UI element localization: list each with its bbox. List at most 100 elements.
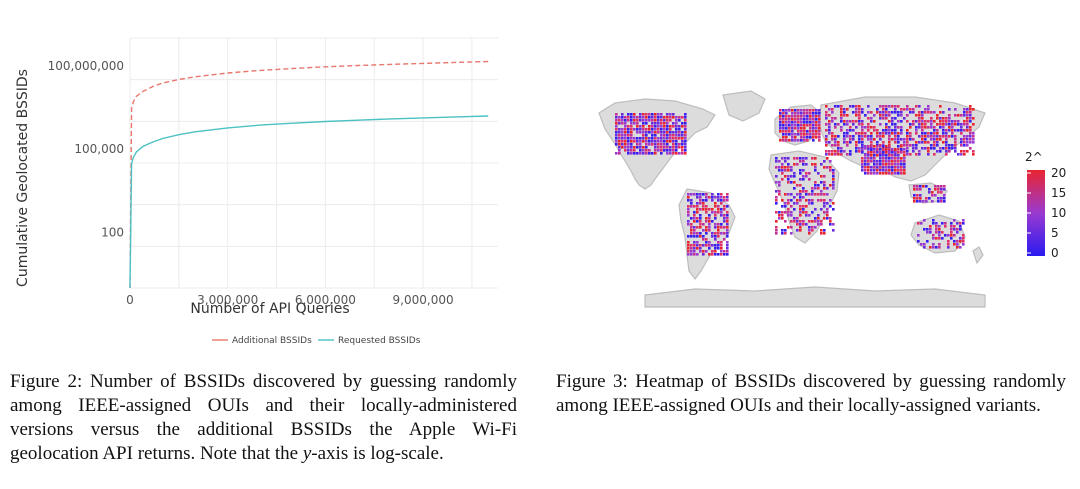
heat-cell — [654, 113, 657, 116]
heat-cell — [938, 225, 941, 228]
heat-cell — [678, 143, 681, 146]
heat-cell — [815, 127, 818, 130]
heat-cell — [826, 208, 829, 211]
heat-cell — [642, 137, 645, 140]
heat-cell — [660, 140, 663, 143]
heat-cell — [621, 122, 624, 125]
heat-cell — [966, 141, 969, 144]
heat-cell — [879, 138, 882, 141]
heat-cell — [870, 138, 873, 141]
heat-cell — [636, 137, 639, 140]
heat-cell — [900, 138, 903, 141]
heat-cell — [660, 149, 663, 152]
heat-cell — [669, 128, 672, 131]
heat-cell — [621, 116, 624, 119]
heat-cell — [687, 205, 690, 208]
heat-cell — [799, 160, 802, 163]
heat-cell — [799, 196, 802, 199]
heat-cell — [678, 152, 681, 155]
heat-cell — [690, 232, 693, 235]
heat-cell — [775, 232, 778, 235]
heat-cell — [708, 220, 711, 223]
heat-cell — [828, 126, 831, 129]
heat-cell — [888, 132, 891, 135]
heat-cell — [858, 117, 861, 120]
heat-cell — [639, 119, 642, 122]
heat-cell — [809, 121, 812, 124]
heat-cell — [963, 150, 966, 153]
heat-cell — [909, 138, 912, 141]
heat-cell — [900, 132, 903, 135]
heat-cell — [828, 129, 831, 132]
heat-cell — [615, 152, 618, 155]
heat-cell — [921, 138, 924, 141]
heat-cell — [962, 222, 965, 225]
heat-cell — [657, 146, 660, 149]
heat-cell — [858, 111, 861, 114]
heat-cell — [829, 220, 832, 223]
heat-cell — [921, 111, 924, 114]
heat-cell — [808, 172, 811, 175]
heat-cell — [684, 140, 687, 143]
heat-cell — [651, 125, 654, 128]
heat-cell — [903, 166, 906, 169]
heat-cell — [916, 197, 919, 200]
heat-cell — [714, 232, 717, 235]
heat-cell — [885, 114, 888, 117]
heat-cell — [932, 219, 935, 222]
heat-cell — [642, 131, 645, 134]
heat-cell — [888, 114, 891, 117]
heat-cell — [678, 119, 681, 122]
heat-cell — [812, 115, 815, 118]
heat-cell — [627, 143, 630, 146]
heat-cell — [684, 146, 687, 149]
heat-cell — [666, 122, 669, 125]
heat-cell — [669, 116, 672, 119]
heat-cell — [805, 214, 808, 217]
heat-cell — [966, 117, 969, 120]
heat-cell — [876, 132, 879, 135]
heat-cell — [675, 134, 678, 137]
heat-cell — [916, 194, 919, 197]
heat-cell — [787, 199, 790, 202]
heat-cell — [840, 114, 843, 117]
heat-cell — [930, 144, 933, 147]
heat-cell — [787, 163, 790, 166]
heat-cell — [796, 220, 799, 223]
heat-cell — [723, 199, 726, 202]
heat-cell — [903, 160, 906, 163]
heat-cell — [823, 193, 826, 196]
heat-cell — [782, 109, 785, 112]
heat-cell — [615, 116, 618, 119]
heat-cell — [648, 116, 651, 119]
heat-cell — [787, 208, 790, 211]
heat-cell — [799, 172, 802, 175]
heat-cell — [864, 160, 867, 163]
heat-cell — [699, 217, 702, 220]
heat-cell — [823, 160, 826, 163]
heat-cell — [717, 226, 720, 229]
heat-cell — [793, 196, 796, 199]
heat-cell — [938, 234, 941, 237]
heat-cell — [837, 141, 840, 144]
heat-cell — [826, 202, 829, 205]
heat-cell — [956, 243, 959, 246]
heat-cell — [726, 193, 729, 196]
heat-cell — [720, 232, 723, 235]
heat-cell — [867, 154, 870, 157]
heat-cell — [828, 153, 831, 156]
heat-cell — [797, 121, 800, 124]
heat-cell — [678, 134, 681, 137]
heat-cell — [823, 229, 826, 232]
heat-cell — [681, 146, 684, 149]
heat-cell — [793, 202, 796, 205]
heat-cell — [943, 197, 946, 200]
heat-cell — [932, 246, 935, 249]
heat-cell — [876, 111, 879, 114]
heat-cell — [927, 105, 930, 108]
heat-cell — [657, 137, 660, 140]
heat-cell — [873, 145, 876, 148]
heat-cell — [711, 208, 714, 211]
heat-cell — [791, 133, 794, 136]
